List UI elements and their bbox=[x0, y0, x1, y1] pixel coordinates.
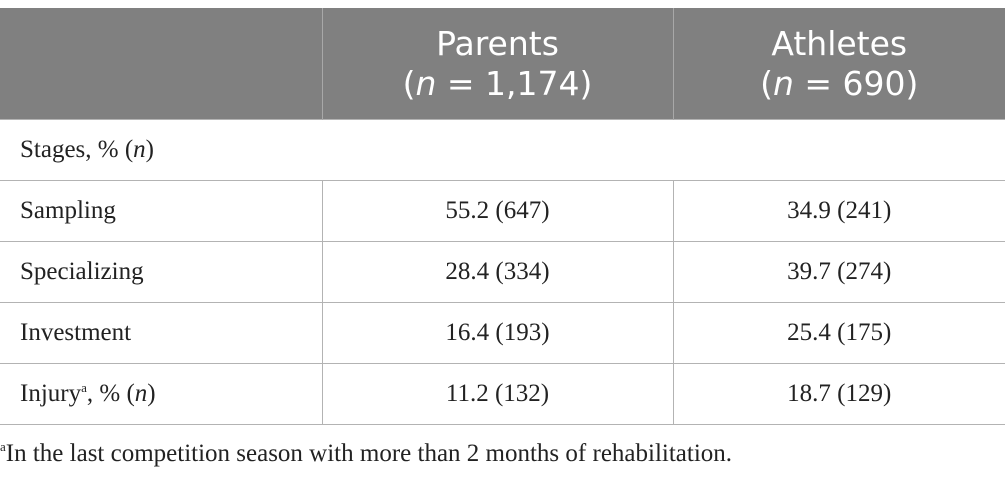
header-empty-cell bbox=[0, 8, 322, 120]
row-label: Specializing bbox=[0, 241, 322, 303]
parents-value: 28.4 (334) bbox=[321, 241, 673, 303]
parents-value: 16.4 (193) bbox=[321, 302, 673, 364]
row-label-injury: Injurya, % (n) bbox=[0, 363, 322, 425]
data-table: Parents (n = 1,174) Athletes (n = 690) S… bbox=[0, 8, 1005, 425]
parents-value: 55.2 (647) bbox=[321, 180, 673, 242]
athletes-sample-size: (n = 690) bbox=[760, 63, 919, 103]
parents-value: 11.2 (132) bbox=[321, 363, 673, 425]
table-row-injury: Injurya, % (n) 11.2 (132) 18.7 (129) bbox=[0, 363, 1005, 425]
table-header: Parents (n = 1,174) Athletes (n = 690) bbox=[0, 8, 1005, 120]
section-row-stages: Stages, % (n) bbox=[0, 119, 1005, 181]
header-parents: Parents (n = 1,174) bbox=[321, 8, 673, 120]
parents-sample-size: (n = 1,174) bbox=[402, 63, 593, 103]
footnote-text: In the last competition season with more… bbox=[5, 440, 733, 467]
table-row: Sampling 55.2 (647) 34.9 (241) bbox=[0, 180, 1005, 242]
footnote-mark: a bbox=[0, 439, 6, 454]
section-label-stages: Stages, % (n) bbox=[0, 119, 1005, 181]
parents-title: Parents bbox=[436, 23, 559, 63]
athletes-title: Athletes bbox=[771, 23, 908, 63]
data-table-container: Parents (n = 1,174) Athletes (n = 690) S… bbox=[0, 8, 1005, 425]
table-body: Stages, % (n) Sampling 55.2 (647) 34.9 (… bbox=[0, 119, 1005, 425]
athletes-value: 39.7 (274) bbox=[672, 241, 1005, 303]
athletes-value: 25.4 (175) bbox=[672, 302, 1005, 364]
athletes-value: 34.9 (241) bbox=[672, 180, 1005, 242]
table-row: Investment 16.4 (193) 25.4 (175) bbox=[0, 302, 1005, 364]
table-footnote: aIn the last competition season with mor… bbox=[0, 440, 732, 468]
header-row: Parents (n = 1,174) Athletes (n = 690) bbox=[0, 8, 1005, 120]
athletes-value: 18.7 (129) bbox=[672, 363, 1005, 425]
row-label: Sampling bbox=[0, 180, 322, 242]
header-athletes: Athletes (n = 690) bbox=[672, 8, 1005, 120]
row-label: Investment bbox=[0, 302, 322, 364]
footnote-marker: a bbox=[81, 380, 87, 395]
table-row: Specializing 28.4 (334) 39.7 (274) bbox=[0, 241, 1005, 303]
